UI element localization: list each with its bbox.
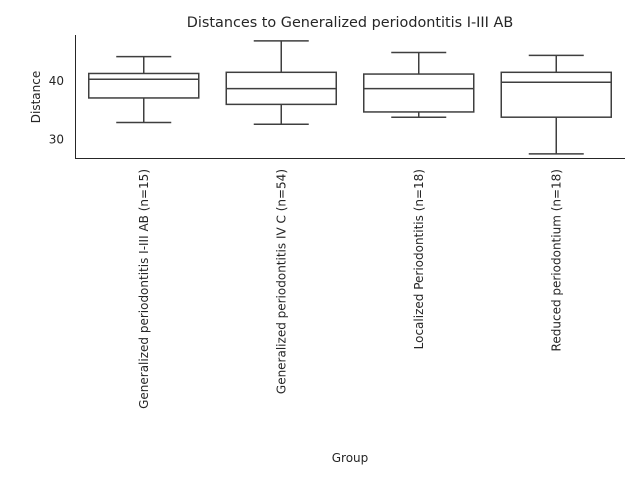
y-axis-label: Distance xyxy=(29,71,43,123)
plot-area xyxy=(88,40,612,155)
y-tick-label: 30 xyxy=(49,132,64,146)
box-group xyxy=(88,55,200,124)
x-axis-ticks: Generalized periodontitis I-III AB (n=15… xyxy=(137,169,564,409)
box-iqr xyxy=(363,73,475,113)
x-tick-label: Reduced periodontium (n=18) xyxy=(549,169,563,351)
box-iqr xyxy=(500,71,612,118)
box-group xyxy=(363,51,475,118)
y-tick-label: 40 xyxy=(49,74,64,88)
y-axis-ticks: 30 40 xyxy=(49,74,64,146)
x-axis-label: Group xyxy=(332,451,369,465)
x-tick-label: Generalized periodontitis IV C (n=54) xyxy=(274,169,288,394)
box-group xyxy=(500,54,612,155)
box-iqr xyxy=(88,72,200,99)
chart-title: Distances to Generalized periodontitis I… xyxy=(187,15,513,31)
box-group xyxy=(225,40,337,125)
x-tick-label: Generalized periodontitis I-III AB (n=15… xyxy=(137,169,151,409)
x-tick-label: Localized Periodontitis (n=18) xyxy=(412,169,426,349)
